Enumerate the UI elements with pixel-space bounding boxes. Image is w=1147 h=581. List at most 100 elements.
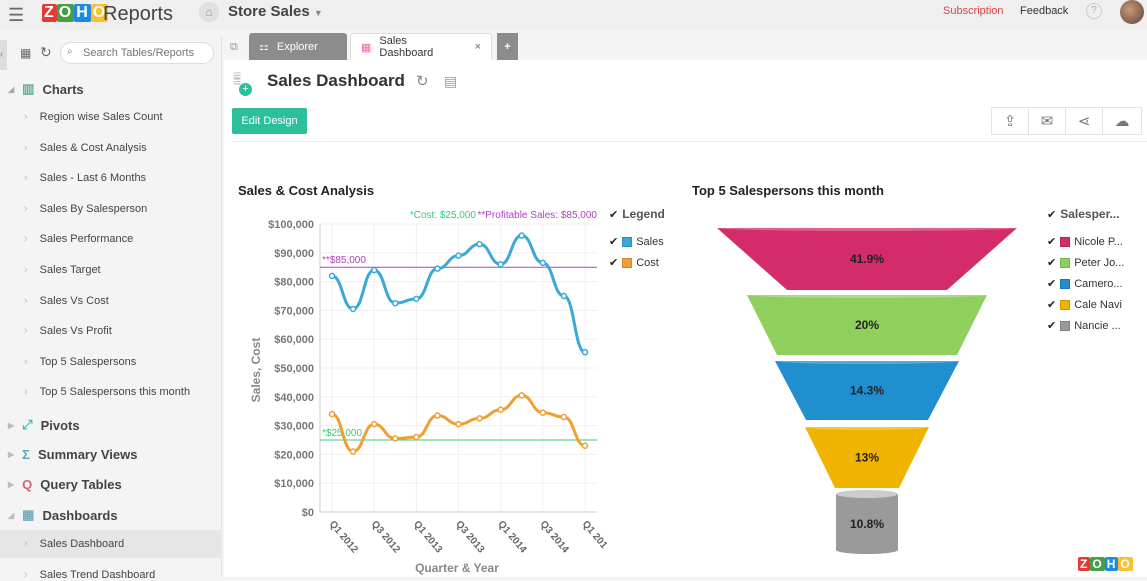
sidebar-item-sales-dashboard[interactable]: Sales Dashboard — [24, 538, 124, 550]
publish-cloud-icon[interactable]: ☁ — [1102, 107, 1142, 135]
export-icon[interactable]: ⇪ — [991, 107, 1029, 135]
x-tick-label: Q1 2014 — [495, 519, 528, 556]
share-icon[interactable]: ⋖ — [1065, 107, 1103, 135]
user-avatar[interactable] — [1120, 0, 1144, 24]
section-summary-views[interactable]: ▶ Σ Summary Views — [8, 447, 137, 462]
sidebar-chart-item[interactable]: Sales - Last 6 Months — [24, 172, 146, 184]
y-tick-label: $30,000 — [274, 421, 314, 433]
checkbox-icon[interactable]: ✔ — [1047, 257, 1057, 269]
section-dashboards[interactable]: ◢ ▦ Dashboards — [8, 507, 118, 523]
expand-arrow-icon: ▶ — [8, 420, 15, 430]
chevron-down-icon: ▼ — [313, 8, 323, 18]
legend-item[interactable]: ✔ Cale Navi — [1047, 298, 1122, 312]
legend-item[interactable]: ✔ Sales — [609, 235, 664, 249]
y-tick-label: $100,000 — [268, 219, 314, 231]
add-tab-button[interactable]: + — [497, 33, 518, 60]
funnel-label: 20% — [855, 318, 879, 332]
tab-explorer[interactable]: ⚏ Explorer — [249, 33, 347, 60]
legend-item[interactable]: ✔ Cost — [609, 256, 659, 270]
checkbox-icon[interactable]: ✔ — [1047, 208, 1057, 221]
help-icon[interactable]: ? — [1086, 3, 1102, 19]
funnel-segment-top — [836, 490, 898, 498]
pin-icon[interactable]: ⧉ — [230, 41, 238, 53]
data-point — [476, 240, 483, 248]
feedback-link[interactable]: Feedback — [1020, 5, 1069, 17]
x-tick-label: Q1 201 — [580, 519, 610, 552]
save-icon[interactable]: ▤ — [444, 73, 458, 89]
data-point — [539, 409, 547, 416]
tab-label: Explorer — [276, 40, 318, 53]
divider — [232, 141, 1147, 142]
sidebar-chart-item[interactable]: Sales Vs Cost — [24, 295, 109, 307]
funnel-segment-bottom — [836, 546, 898, 554]
data-point — [370, 266, 378, 274]
sidebar-chart-item[interactable]: Sales Target — [24, 264, 101, 276]
close-tab-icon[interactable]: × — [474, 41, 481, 53]
data-point — [392, 435, 399, 442]
checkbox-icon[interactable]: ✔ — [1047, 236, 1057, 248]
y-tick-label: $0 — [302, 507, 314, 519]
workspace-selector[interactable]: Store Sales ▼ — [228, 3, 323, 20]
section-query-tables[interactable]: ▶ Q Query Tables — [8, 477, 122, 492]
y-axis-title: Sales, Cost — [249, 338, 263, 403]
x-tick-label: Q3 2013 — [453, 519, 486, 556]
sidebar-chart-item[interactable]: Top 5 Salespersons — [24, 356, 137, 368]
section-label: Charts — [42, 81, 84, 97]
y-tick-label: $60,000 — [274, 334, 314, 346]
sidebar-chart-item[interactable]: Sales By Salesperson — [24, 203, 148, 215]
checkbox-icon[interactable]: ✔ — [1047, 278, 1057, 290]
x-tick-label: Q1 2013 — [411, 519, 444, 556]
dashboard-menu-icon[interactable]: ≡ ≡ — [233, 67, 242, 89]
section-charts[interactable]: ◢ ▥ Charts — [8, 81, 84, 97]
sidebar-chart-item[interactable]: Sales Vs Profit — [24, 325, 112, 337]
grid-view-icon[interactable]: ▦ — [20, 46, 32, 60]
page-title: Sales Dashboard — [267, 71, 405, 90]
sidebar-chart-item[interactable]: Sales & Cost Analysis — [24, 142, 147, 154]
legend-title[interactable]: ✔ Legend — [609, 207, 665, 221]
legend-label: Legend — [622, 207, 665, 221]
legend-title[interactable]: ✔ Salesper... — [1047, 207, 1120, 221]
legend-item[interactable]: ✔ Nancie ... — [1047, 319, 1121, 333]
refresh-icon[interactable]: ↻ — [40, 44, 52, 60]
checkbox-icon[interactable]: ✔ — [609, 236, 619, 248]
subscription-link[interactable]: Subscription — [943, 5, 1004, 17]
legend-label: Peter Jo... — [1074, 256, 1125, 269]
sidebar-chart-item[interactable]: Region wise Sales Count — [24, 111, 163, 123]
legend-label: Cost — [636, 256, 659, 269]
legend-item[interactable]: ✔ Nicole P... — [1047, 235, 1123, 249]
section-pivots[interactable]: ▶ ⤢ Pivots — [8, 417, 80, 433]
search-input[interactable] — [60, 42, 214, 64]
sidebar-chart-item[interactable]: Sales Performance — [24, 233, 134, 245]
line-chart-title: Sales & Cost Analysis — [238, 183, 375, 198]
checkbox-icon[interactable]: ✔ — [1047, 299, 1057, 311]
sidebar-chart-item[interactable]: Top 5 Salespersons this month — [24, 386, 190, 398]
data-point — [328, 272, 336, 280]
legend-label: Nicole P... — [1074, 235, 1123, 248]
edit-design-button[interactable]: Edit Design — [232, 108, 307, 134]
email-icon[interactable]: ✉ — [1028, 107, 1066, 135]
y-tick-label: $90,000 — [274, 248, 314, 260]
funnel-segment — [805, 427, 929, 488]
y-tick-label: $80,000 — [274, 277, 314, 289]
tab-sales-dashboard[interactable]: ▦ Sales Dashboard × — [350, 33, 492, 60]
section-label: Query Tables — [40, 477, 122, 492]
home-icon[interactable]: ⌂ — [199, 2, 219, 22]
data-point — [455, 420, 462, 428]
legend-item[interactable]: ✔ Peter Jo... — [1047, 256, 1125, 270]
legend-label: Cale Navi — [1074, 298, 1122, 311]
legend-item[interactable]: ✔ Camero... — [1047, 277, 1123, 291]
y-tick-label: $50,000 — [274, 363, 314, 375]
refresh-dashboard-icon[interactable]: ↻ — [416, 73, 429, 90]
checkbox-icon[interactable]: ✔ — [609, 208, 619, 221]
x-tick-label: Q3 2012 — [369, 519, 402, 556]
checkbox-icon[interactable]: ✔ — [1047, 320, 1057, 332]
data-point — [560, 292, 568, 300]
add-icon[interactable]: + — [239, 83, 252, 96]
funnel-segment — [717, 228, 1017, 290]
checkbox-icon[interactable]: ✔ — [609, 257, 619, 269]
menu-icon[interactable]: ☰ — [8, 5, 25, 25]
collapse-sidebar-icon[interactable]: ‹ — [0, 40, 7, 70]
